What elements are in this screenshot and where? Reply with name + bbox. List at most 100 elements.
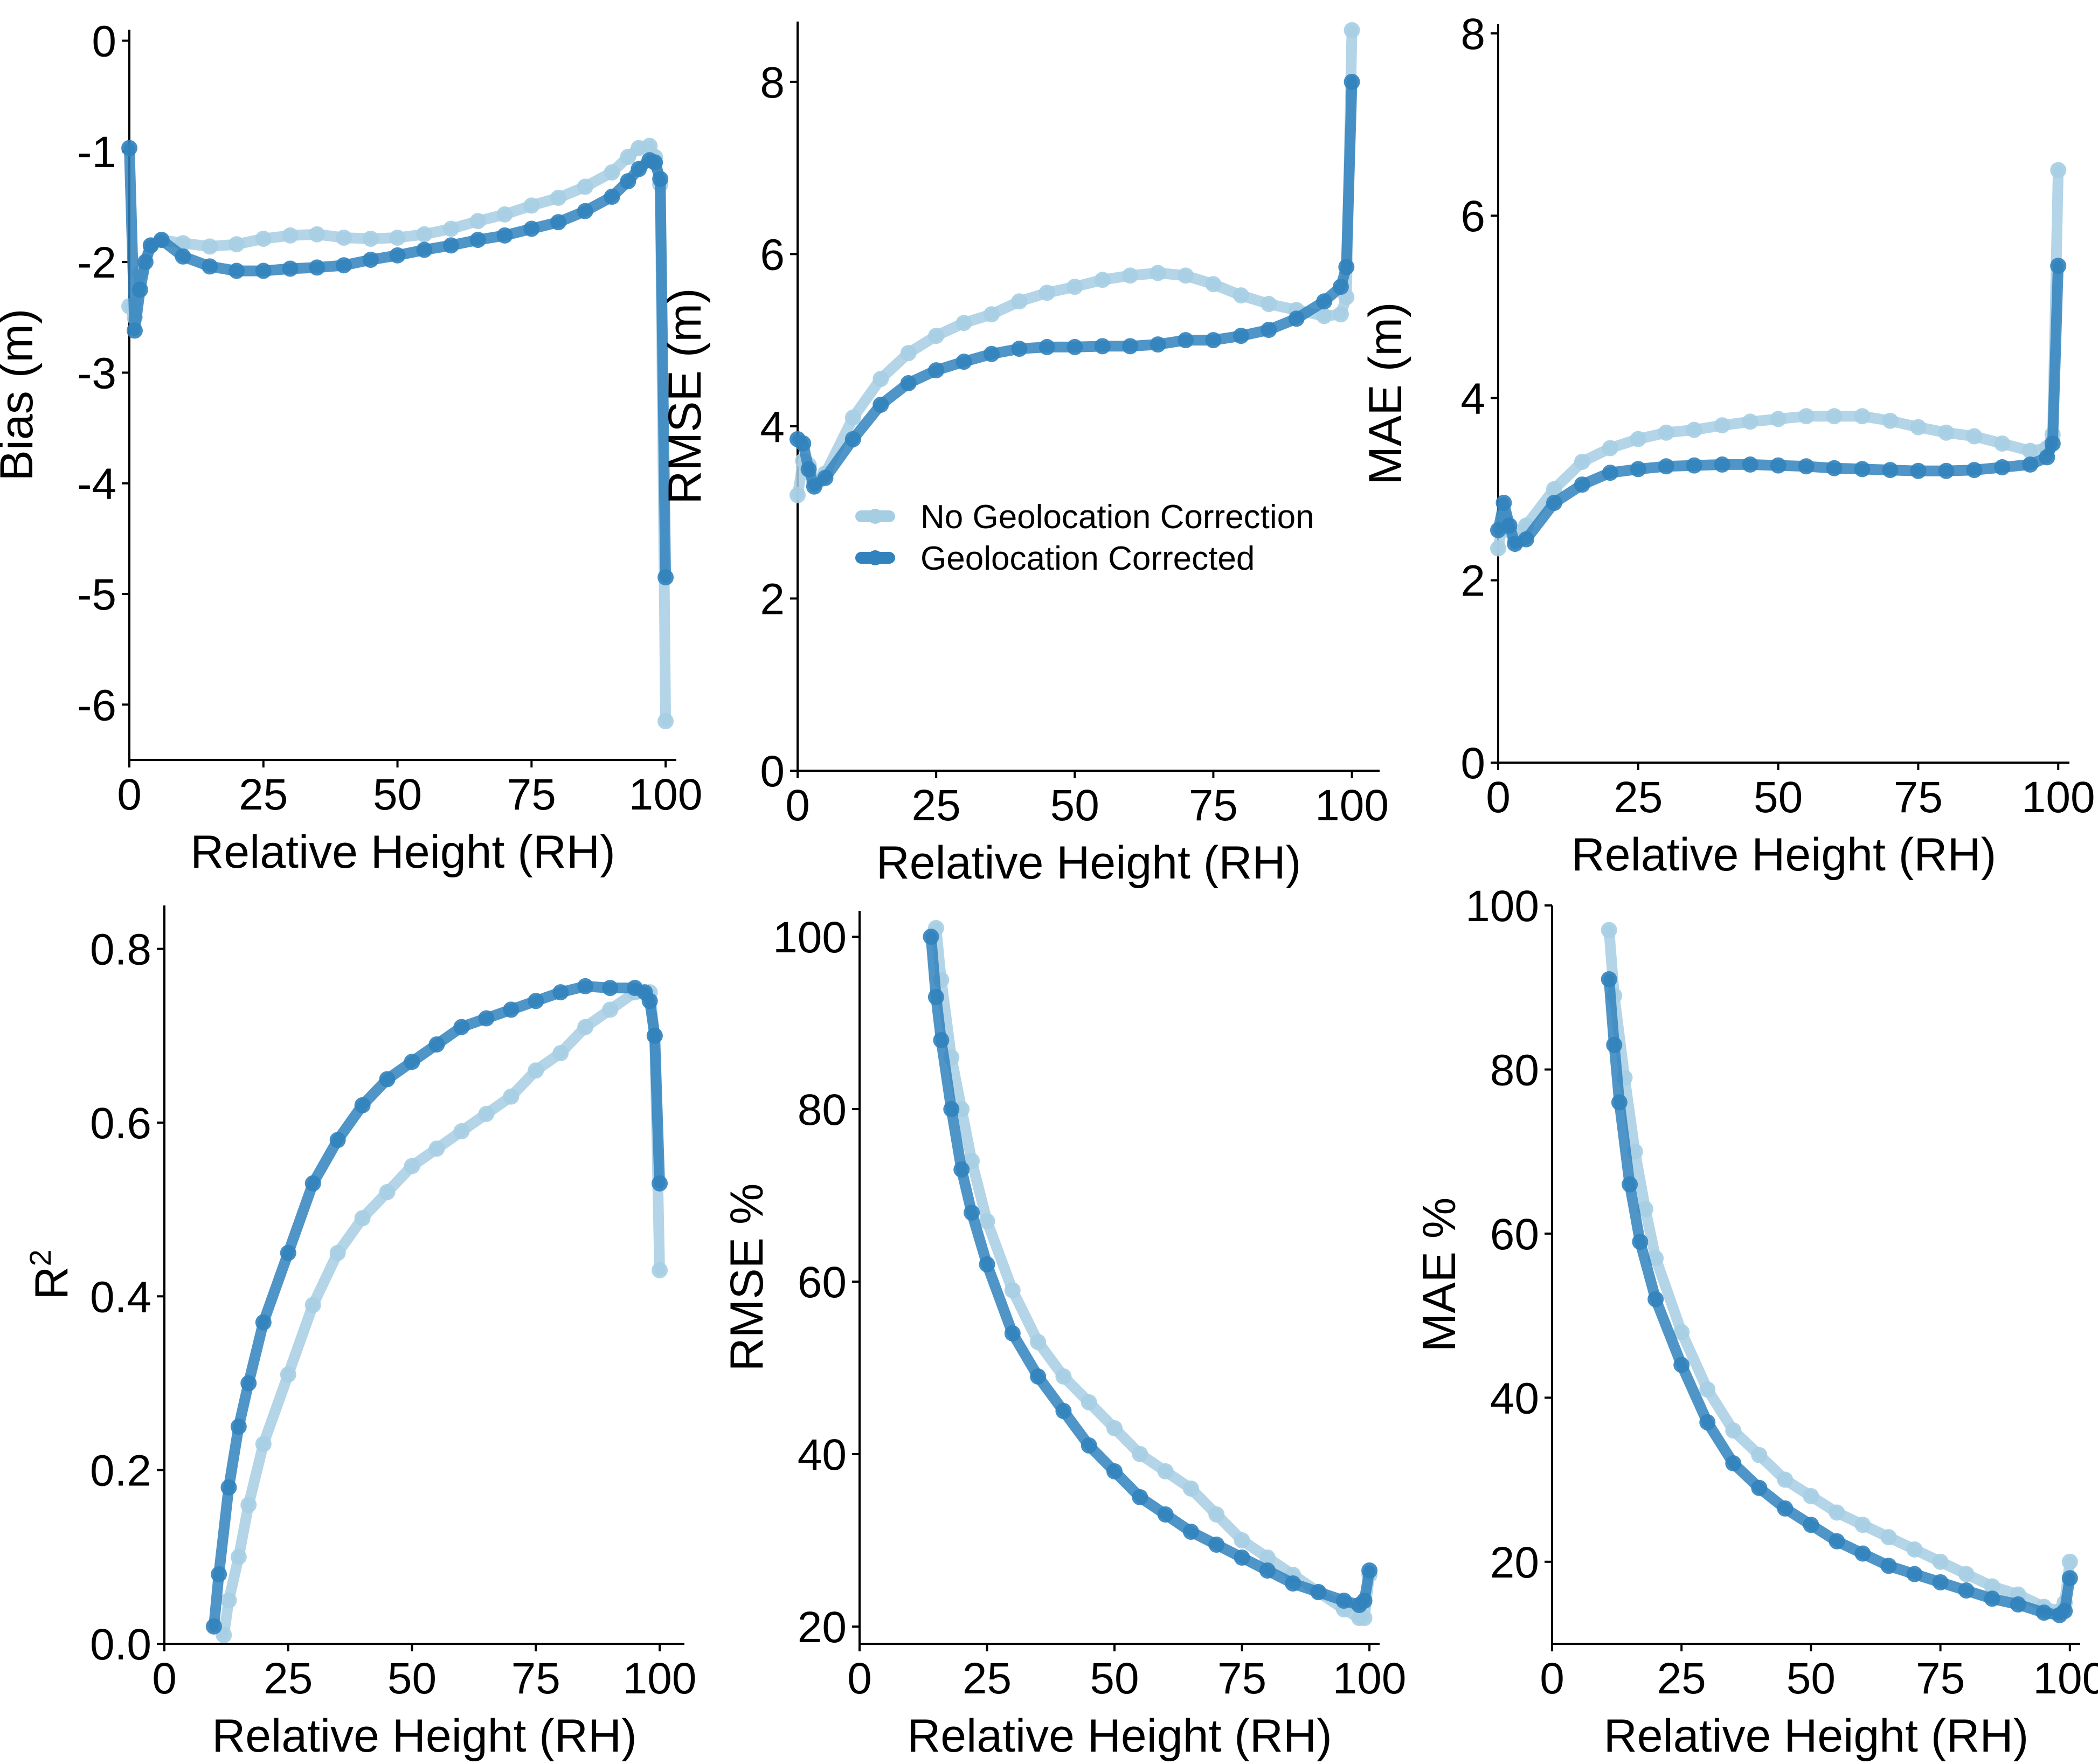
data-point-no_correction [550,190,567,206]
y-tick-label: 4 [760,403,785,452]
data-point-corrected [1958,1582,1975,1599]
data-point-corrected [1751,1479,1768,1496]
data-point-corrected [1208,1537,1225,1553]
series-line-no_correction [792,25,1358,501]
data-point-no_correction [1673,1324,1690,1340]
data-point-no_correction [528,1062,544,1079]
series-line-corrected [925,931,1375,1610]
data-point-no_correction [1958,1566,1975,1582]
data-point-corrected [1259,1562,1276,1579]
data-point-corrected [806,478,822,495]
data-point-no_correction [1742,413,1758,430]
x-tick-label: 75 [507,770,556,819]
data-point-corrected [928,362,945,379]
data-point-no_correction [443,220,460,237]
x-tick-label: 100 [629,770,703,819]
data-point-corrected [1038,338,1055,355]
data-point-corrected [1630,461,1646,478]
data-point-corrected [229,262,245,279]
data-point-corrected [362,252,379,268]
y-tick-label: 2 [760,575,785,624]
data-point-no_correction [1344,22,1360,38]
data-point-no_correction [2061,1553,2078,1570]
x-tick-label: 75 [1189,781,1238,830]
data-point-no_correction [1751,1447,1768,1463]
data-point-corrected [1310,1584,1327,1600]
data-point-no_correction [604,164,620,181]
data-point-corrected [503,1001,520,1018]
data-point-no_correction [1157,1463,1174,1479]
x-tick-label: 50 [1090,1654,1139,1703]
data-point-no_correction [1150,265,1166,281]
x-tick-label: 0 [117,770,142,819]
x-tick-label: 25 [1657,1654,1706,1703]
y-tick-label: -6 [77,681,116,730]
data-point-corrected [800,461,817,478]
data-point-corrected [1606,1036,1623,1053]
data-point-corrected [652,1175,668,1192]
data-point-corrected [478,1010,495,1027]
data-point-no_correction [255,231,272,247]
data-point-corrected [1647,1291,1664,1308]
data-point-no_correction [469,213,486,230]
data-point-corrected [1122,338,1139,355]
y-tick-label: 6 [1460,192,1485,241]
data-point-corrected [933,1032,950,1048]
y-tick-label: 100 [1465,882,1539,931]
data-point-corrected [620,173,636,190]
y-tick-label: -2 [77,238,116,287]
data-point-no_correction [1637,1201,1653,1217]
data-point-corrected [1826,460,1843,476]
data-point-no_correction [428,1140,445,1157]
data-point-no_correction [790,487,806,503]
data-point-no_correction [379,1184,396,1200]
data-point-corrected [1157,1506,1174,1523]
x-tick-label: 75 [511,1654,560,1703]
y-tick-label: 0.2 [90,1447,151,1496]
y-tick-label: -5 [77,570,116,619]
data-point-corrected [577,978,594,994]
legend-marker-no-correction [868,509,883,524]
x-axis-label: Relative Height (RH) [907,1710,1332,1762]
x-tick-label: 100 [2021,773,2095,822]
data-point-no_correction [1803,1488,1819,1504]
y-axis-label: R2 [23,1249,78,1299]
data-point-corrected [1632,1234,1649,1250]
data-point-corrected [817,469,834,486]
data-point-no_correction [503,1088,520,1105]
data-point-corrected [923,929,939,945]
series-line-corrected [208,980,665,1632]
legend-label-corrected: Geolocation Corrected [920,540,1255,577]
data-point-no_correction [1546,481,1562,497]
data-point-corrected [1182,1524,1199,1540]
data-point-no_correction [1906,1541,1923,1558]
data-point-corrected [979,1256,995,1272]
y-axis-label: Bias (m) [0,308,43,481]
data-point-no_correction [1714,417,1730,434]
data-point-corrected [1316,293,1333,310]
data-point-corrected [1335,1593,1352,1609]
data-point-no_correction [1880,1529,1897,1546]
x-tick-label: 50 [1050,781,1099,830]
data-point-no_correction [1910,419,1927,435]
x-axis-label: Relative Height (RH) [1604,1710,2029,1762]
y-tick-label: 60 [798,1258,847,1307]
data-point-corrected [2022,456,2039,473]
data-point-corrected [121,140,137,156]
data-point-corrected [126,322,143,339]
data-point-no_correction [652,1262,668,1278]
x-tick-label: 0 [847,1654,872,1703]
y-tick-label: 0.4 [90,1272,151,1322]
data-point-no_correction [1106,1420,1123,1436]
y-tick-label: 40 [1490,1374,1539,1423]
data-point-corrected [647,154,663,171]
data-point-corrected [1611,1094,1628,1111]
data-point-no_correction [1647,1250,1664,1267]
data-point-corrected [1622,1176,1638,1193]
data-point-corrected [2061,1570,2078,1587]
y-axis-label: MAE (m) [1360,302,1411,485]
data-point-corrected [389,247,406,264]
data-point-corrected [2010,1596,2026,1613]
y-axis-label: RMSE % [721,1184,773,1372]
y-tick-label: 20 [1490,1538,1539,1587]
